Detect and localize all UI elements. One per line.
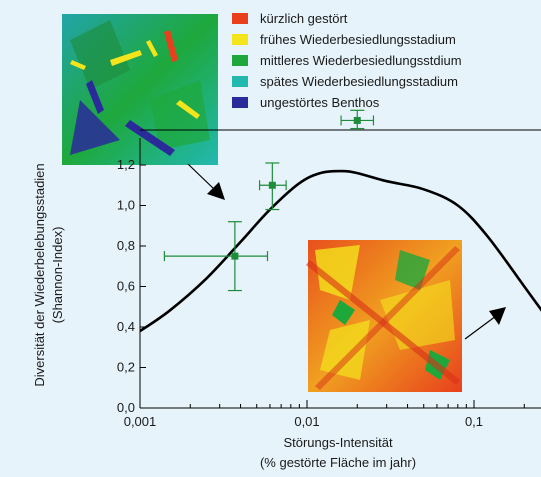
legend-swatch [232, 13, 248, 24]
legend-label: mittleres Wiederbesiedlungsstdium [260, 53, 462, 68]
y-tick-label: 0,0 [117, 400, 135, 415]
legend-swatch [232, 76, 248, 87]
x-minor-ticks [189, 404, 525, 408]
legend-item: mittleres Wiederbesiedlungsstdium [232, 50, 462, 71]
x-axis-label: Störungs-Intensität [283, 435, 393, 450]
legend-swatch [232, 97, 248, 108]
point-marker [231, 252, 239, 260]
legend-label: ungestörtes Benthos [260, 95, 380, 110]
inset-map-low-disturbance [62, 14, 218, 165]
data-point [163, 221, 269, 292]
legend-item: kürzlich gestört [232, 8, 462, 29]
legend-label: spätes Wiederbesiedlungsstadium [260, 74, 458, 89]
legend-item: ungestörtes Benthos [232, 92, 462, 113]
point-marker [268, 181, 276, 189]
x-axis-sublabel: (% gestörte Fläche im jahr) [260, 455, 416, 470]
diversity-curve [140, 169, 541, 333]
y-tick-label: 1,2 [117, 157, 135, 172]
y-tick-label: 0,2 [117, 360, 135, 375]
y-tick-label: 1,0 [117, 198, 135, 213]
y-tick-label: 0,8 [117, 238, 135, 253]
legend-label: kürzlich gestört [260, 11, 348, 26]
legend: kürzlich gestört frühes Wiederbesiedlung… [232, 8, 462, 113]
data-point [258, 162, 287, 211]
legend-item: frühes Wiederbesiedlungsstadium [232, 29, 462, 50]
inset-map-high-disturbance [306, 240, 462, 392]
data-points [163, 109, 375, 292]
point-marker [353, 116, 361, 124]
y-axis-sublabel: (Shannon-Index) [50, 227, 65, 324]
x-tick-label: 0,1 [465, 414, 483, 429]
y-tick-label: 0,4 [117, 319, 135, 334]
arrow-high-disturbance [464, 307, 506, 340]
y-axis-label: Diversität der Wiederbelebungsstadien [32, 163, 47, 386]
arrow-low-disturbance [187, 163, 225, 200]
y-tick-label: 0,6 [117, 279, 135, 294]
x-tick-label: 0,01 [294, 414, 319, 429]
data-point [340, 109, 375, 130]
legend-swatch [232, 55, 248, 66]
legend-swatch [232, 34, 248, 45]
x-tick-label: 0,001 [124, 414, 157, 429]
y-ticks: 0,0 0,2 0,4 0,6 0,8 1,0 1,2 [117, 157, 146, 415]
legend-item: spätes Wiederbesiedlungsstadium [232, 71, 462, 92]
legend-label: frühes Wiederbesiedlungsstadium [260, 32, 456, 47]
x-major-ticks: 0,001 0,01 0,1 [124, 400, 483, 429]
